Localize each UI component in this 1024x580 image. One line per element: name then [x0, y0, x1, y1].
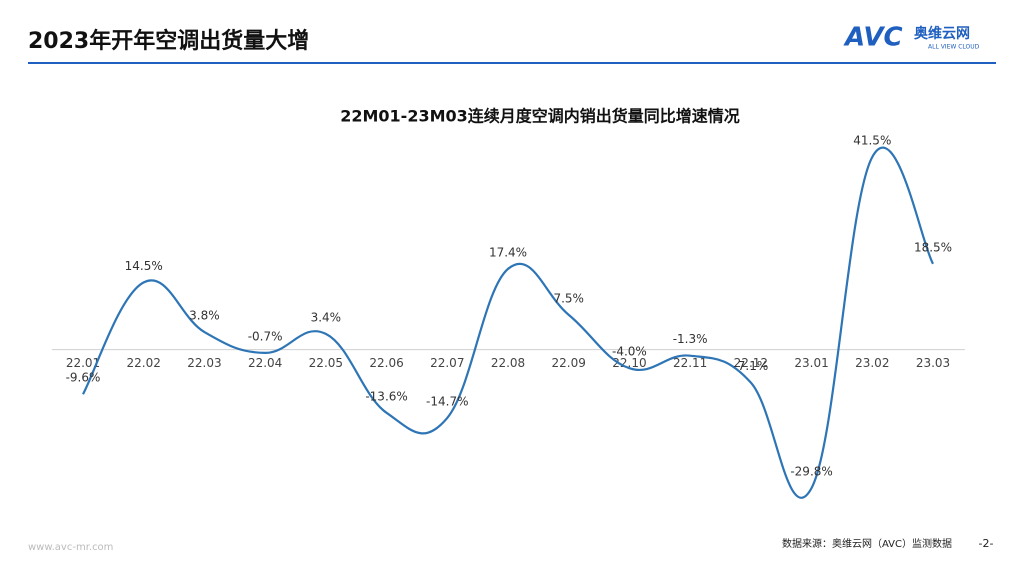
logo-mark: AVC: [843, 23, 903, 53]
x-tick-label: 22.12: [734, 356, 768, 370]
data-label: 18.5%: [914, 240, 952, 254]
x-tick-label: 22.06: [369, 356, 403, 370]
data-label: -0.7%: [248, 329, 283, 343]
x-tick-label: 23.02: [855, 356, 889, 370]
x-tick-label: 22.09: [552, 356, 586, 370]
x-tick-label: 22.08: [491, 356, 525, 370]
x-tick-label: 22.02: [127, 356, 161, 370]
x-tick-label: 23.01: [794, 356, 828, 370]
x-tick-label: 22.04: [248, 356, 282, 370]
data-label: -13.6%: [365, 389, 407, 403]
x-tick-label: 22.05: [309, 356, 343, 370]
chart-title: 22M01-23M03连续月度空调内销出货量同比增速情况: [340, 107, 740, 126]
data-label: -14.7%: [426, 394, 468, 408]
x-tick-label: 23.03: [916, 356, 950, 370]
data-label: -4.0%: [612, 345, 647, 359]
x-tick-label: 22.03: [187, 356, 221, 370]
data-label: 14.5%: [125, 259, 163, 273]
line-series: [82, 146, 934, 499]
website: www.avc-mr.com: [28, 542, 113, 553]
data-label: 3.4%: [311, 310, 342, 324]
data-label: -29.8%: [790, 465, 832, 479]
data-label: -9.6%: [66, 371, 101, 385]
data-label: 7.5%: [553, 291, 584, 305]
logo-name: 奥维云网: [914, 25, 970, 42]
source-note: 数据来源：奥维云网（AVC）监测数据: [782, 537, 952, 550]
page-number: -2-: [979, 537, 994, 550]
slide-title: 2023年开年空调出货量大增: [28, 28, 309, 54]
data-label: 3.8%: [189, 309, 220, 323]
x-tick-label: 22.11: [673, 356, 707, 370]
x-tick-label: 22.01: [66, 356, 100, 370]
data-label: 17.4%: [489, 245, 527, 259]
x-tick-label: 22.07: [430, 356, 464, 370]
data-label: 41.5%: [853, 134, 891, 148]
data-label: -7.1%: [733, 359, 768, 373]
data-label: -1.3%: [673, 332, 708, 346]
logo-tagline: ALL VIEW CLOUD: [928, 44, 980, 51]
x-tick-label: 22.10: [612, 356, 646, 370]
